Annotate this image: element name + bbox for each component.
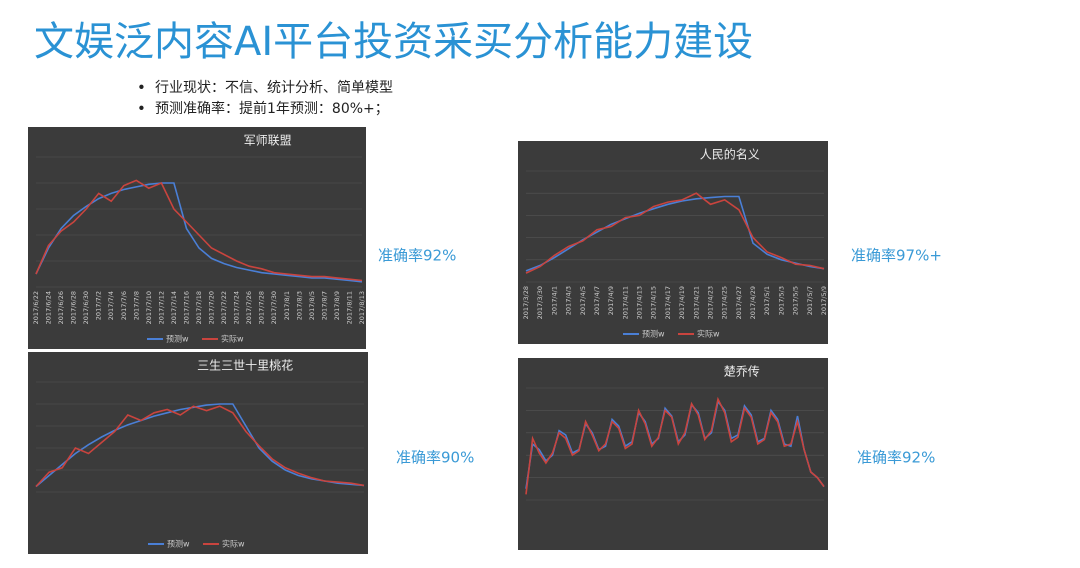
x-tick-label: 2017/4/9 [607,286,615,315]
chart-background [518,141,828,344]
x-tick-label: 2017/7/10 [145,291,153,324]
x-tick-label: 2017/6/24 [45,291,53,324]
x-tick-label: 2017/7/16 [182,291,190,324]
x-tick-label: 2017/6/28 [70,291,78,324]
accuracy-label: 准确率92% [857,449,935,467]
x-tick-label: 2017/7/12 [157,291,165,324]
x-tick-label: 2017/7/2 [95,291,103,320]
legend-label: 预测w [642,329,665,339]
x-tick-label: 2017/3/28 [522,286,530,319]
slide-title: 文娱泛内容AI平台投资采买分析能力建设 [34,19,753,65]
x-tick-label: 2017/4/23 [706,286,714,319]
x-tick-label: 2017/6/22 [32,291,40,324]
x-tick-label: 2017/7/6 [120,291,128,320]
x-tick-label: 2017/4/15 [650,286,658,319]
x-tick-label: 2017/4/27 [735,286,743,319]
legend-label: 实际w [697,329,720,339]
bullet: 行业现状：不信、统计分析、简单模型 [155,79,393,96]
chart-title: 人民的名义 [700,147,760,162]
x-tick-label: 2017/7/26 [245,291,253,324]
legend-label: 实际w [222,539,245,549]
accuracy-label: 准确率92% [378,247,456,265]
x-tick-label: 2017/7/30 [270,291,278,324]
chart: 人民的名义 2017/3/28 2017/3/30 2017/4/1 2017/4/3 2… [518,141,828,344]
chart-title: 楚乔传 [724,364,760,379]
accuracy-label: 准确率90% [396,449,474,467]
series-line [35,179,363,282]
x-tick-label: 2017/7/28 [258,291,266,324]
x-tick-label: 2017/7/22 [220,291,228,324]
x-tick-label: 2017/7/4 [107,291,115,320]
x-tick-label: 2017/4/3 [565,286,573,315]
x-tick-label: 2017/8/3 [295,291,303,320]
series-line [35,403,365,488]
x-tick-label: 2017/7/24 [233,291,241,324]
x-tick-label: 2017/8/1 [283,291,291,320]
x-tick-label: 2017/4/7 [593,286,601,315]
x-tick-label: 2017/4/21 [692,286,700,319]
chart-title: 军师联盟 [244,134,292,148]
legend-label: 实际w [221,334,244,344]
x-tick-label: 2017/7/14 [170,291,178,324]
x-tick-label: 2017/6/30 [82,291,90,324]
x-tick-label: 2017/4/25 [721,286,729,319]
bullet: 预测准确率：提前1年预测：80%+； [155,100,389,117]
x-tick-label: 2017/8/5 [308,291,316,320]
series-line [35,405,365,488]
x-tick-label: 2017/7/20 [208,291,216,324]
x-tick-label: 2017/5/1 [763,286,771,315]
x-tick-label: 2017/7/18 [195,291,203,324]
x-tick-label: 2017/8/9 [333,291,341,320]
x-tick-label: 2017/5/9 [820,286,828,315]
x-tick-label: 2017/8/7 [320,291,328,320]
x-tick-label: 2017/4/13 [636,286,644,319]
chart-background [28,127,366,349]
x-tick-label: 2017/8/13 [358,291,366,324]
chart-background [28,352,368,554]
bullet-dot: • [137,79,146,97]
legend-label: 预测w [167,539,190,549]
x-tick-label: 2017/7/8 [132,291,140,320]
x-tick-label: 2017/6/26 [57,291,65,324]
chart: 楚乔传 [518,358,828,550]
series-line [525,396,825,495]
accuracy-label: 准确率97%+ [851,247,942,265]
bullet-dot: • [137,100,146,118]
series-line [525,192,825,274]
x-tick-label: 2017/5/7 [806,286,814,315]
x-tick-label: 2017/4/19 [678,286,686,319]
x-tick-label: 2017/4/17 [664,286,672,319]
chart-title: 三生三世十里桃花 [197,358,293,373]
x-tick-label: 2017/4/5 [579,286,587,315]
x-tick-label: 2017/8/11 [345,291,353,324]
chart: 军师联盟 2017/6/22 2017/6/24 2017/6/26 2017/6/28… [28,127,366,349]
chart-background [518,358,828,550]
x-tick-label: 2017/3/30 [536,286,544,319]
x-tick-label: 2017/4/29 [749,286,757,319]
x-tick-label: 2017/4/11 [621,286,629,319]
legend-label: 预测w [166,334,189,344]
x-tick-label: 2017/4/1 [550,286,558,315]
x-tick-label: 2017/5/5 [792,286,800,315]
x-tick-label: 2017/5/3 [777,286,785,315]
